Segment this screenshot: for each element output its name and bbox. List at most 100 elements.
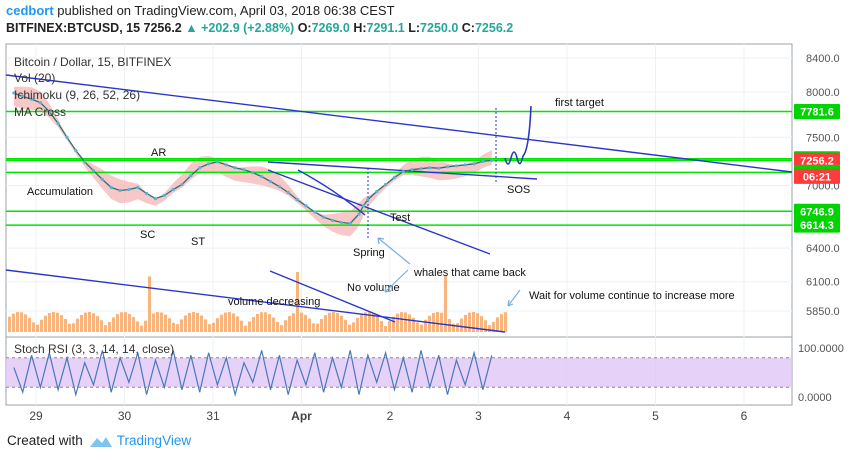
volume-bar	[376, 316, 379, 332]
volume-bar	[88, 312, 91, 332]
annotation-whales: whales that came back	[413, 267, 526, 279]
volume-bar	[392, 316, 395, 332]
legend-ma-cross: MA Cross	[14, 105, 66, 119]
price-point	[224, 163, 228, 167]
volume-bar	[40, 319, 43, 332]
legend-stoch-rsi: Stoch RSI (3, 3, 14, 14, close)	[14, 342, 174, 356]
publish-header: cedbort published on TradingView.com, Ap…	[6, 3, 395, 18]
price-label-box	[794, 103, 840, 119]
stoch-y-tick-label: 0.0000	[798, 392, 832, 404]
trend-line-volume-bottom	[269, 270, 396, 323]
chart-title: Bitcoin / Dollar, 15, BITFINEX	[14, 55, 171, 69]
tradingview-link[interactable]: TradingView	[116, 433, 192, 448]
volume-bar	[208, 324, 211, 332]
arrowhead-whales-1	[384, 285, 392, 293]
volume-bar	[248, 321, 251, 332]
tradingview-logo-icon	[89, 437, 112, 448]
price-point	[251, 171, 255, 175]
price-point	[295, 198, 299, 202]
volume-bar	[500, 314, 503, 332]
author-link[interactable]: cedbort	[6, 3, 54, 18]
price-series	[12, 91, 494, 226]
price-point	[56, 121, 60, 126]
volume-bar	[292, 313, 295, 332]
price-point	[366, 198, 370, 202]
volume-bar	[20, 312, 23, 332]
y-tick-label: 8000.0	[806, 87, 840, 99]
countdown-text: 06:21	[803, 171, 831, 183]
volume-bar	[324, 315, 327, 332]
stoch-k-line	[13, 350, 493, 397]
y-tick-label: 6400.0	[806, 243, 840, 255]
volume-bar	[460, 318, 463, 332]
x-tick-label: 31	[206, 409, 220, 423]
price-point	[215, 160, 220, 164]
volume-bar	[104, 325, 107, 332]
price-point	[383, 182, 388, 187]
x-tick-label: 4	[564, 409, 571, 423]
price-label-box	[794, 152, 840, 168]
volume-bar	[308, 318, 311, 332]
trend-line-wedge-bottom	[267, 169, 491, 255]
arrowhead-wait-volume	[507, 299, 514, 307]
volume-bar	[136, 321, 139, 332]
created-with-text: Created with	[7, 433, 83, 448]
volume-bar	[280, 325, 283, 332]
price-point	[242, 168, 246, 172]
volume-bar	[356, 317, 359, 332]
price-label-text: 7256.2	[800, 155, 834, 167]
volume-bar	[52, 312, 55, 332]
volume-bar	[304, 314, 307, 332]
volume-bar	[148, 276, 151, 332]
volume-bar	[100, 320, 103, 332]
price-label-box	[794, 217, 840, 233]
volume-bar	[56, 312, 59, 332]
arrow-whales-2	[377, 237, 411, 265]
annotation-test: Test	[390, 212, 410, 224]
legend-ichimoku: Ichimoku (9, 26, 52, 26)	[14, 88, 140, 102]
price-point	[162, 193, 166, 198]
volume-bar	[452, 323, 455, 332]
volume-bar	[412, 317, 415, 332]
volume-bar	[336, 313, 339, 332]
price-point	[268, 179, 273, 184]
volume-bar	[428, 315, 431, 332]
volume-bar	[260, 312, 263, 332]
volume-bar	[84, 312, 87, 332]
projection-path	[504, 105, 532, 165]
open-value: 7269.0	[311, 21, 350, 35]
arrow-whales-1	[384, 269, 409, 293]
volume-bar	[176, 324, 179, 332]
volume-bar	[188, 312, 191, 332]
volume-bar	[112, 317, 115, 332]
annotation-st: ST	[191, 236, 205, 248]
price-point	[490, 158, 494, 162]
trend-lines	[5, 74, 793, 333]
stoch-rsi: 100.0000 0.0000	[6, 343, 844, 404]
volume-bar	[192, 312, 195, 332]
volume-bar	[284, 320, 287, 332]
volume-bar	[64, 319, 67, 332]
volume-bar	[252, 317, 255, 332]
volume-bar	[408, 314, 411, 332]
x-tick-label: Apr	[291, 409, 312, 423]
volume-bar	[240, 320, 243, 332]
countdown-box	[794, 168, 840, 184]
volume-bar	[416, 322, 419, 332]
price-point	[91, 169, 96, 173]
volume-bar	[368, 312, 371, 332]
volume-bar	[48, 313, 51, 332]
volume-bar	[140, 325, 143, 332]
x-tick-label: 30	[118, 409, 132, 423]
x-tick-label: 2	[387, 409, 394, 423]
ichimoku-cloud-band	[13, 86, 492, 237]
volume-bar	[300, 312, 303, 332]
arrow-wait-volume	[507, 289, 521, 307]
volume-bar	[92, 313, 95, 332]
legend-volume: Vol (20)	[14, 71, 55, 85]
price-point	[277, 184, 281, 189]
volume-bar	[400, 312, 403, 332]
price-label-box	[794, 203, 840, 219]
x-tick-label: 3	[475, 409, 482, 423]
